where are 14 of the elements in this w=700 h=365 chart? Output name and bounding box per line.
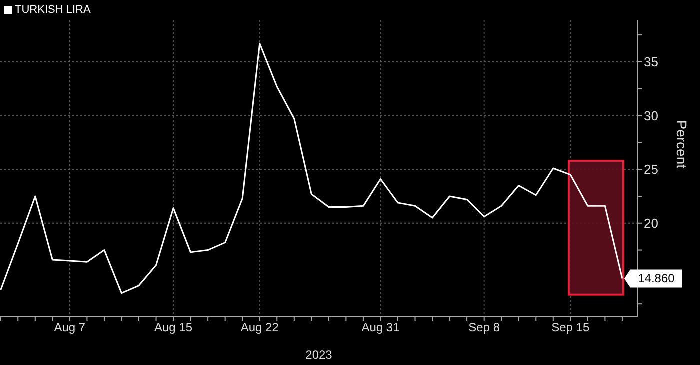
y-tick-label: 25 <box>644 162 658 178</box>
x-tick-label: Sep 15 <box>552 320 590 335</box>
x-axis-title: 2023 <box>306 348 333 362</box>
x-tick-label: Aug 31 <box>362 320 400 335</box>
legend-label: TURKISH LIRA <box>14 4 91 16</box>
x-tick-label: Sep 8 <box>468 320 500 335</box>
y-tick-label: 35 <box>644 54 658 70</box>
x-tick-label: Aug 15 <box>154 320 193 335</box>
y-axis-title: Percent <box>674 120 690 169</box>
x-tick-label: Aug 7 <box>54 320 86 335</box>
data-label: 14.860 <box>638 272 676 286</box>
y-tick-label: 30 <box>644 108 658 124</box>
x-tick-label: Aug 22 <box>240 320 280 335</box>
y-tick-label: 20 <box>644 216 658 231</box>
